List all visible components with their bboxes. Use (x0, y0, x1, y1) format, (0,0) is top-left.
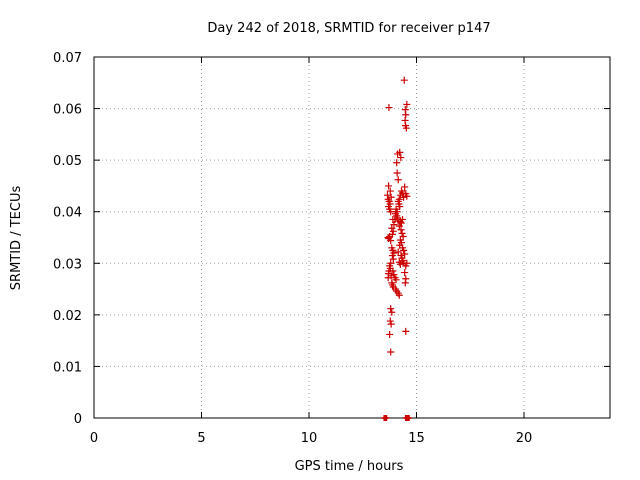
data-point (390, 221, 398, 229)
data-point (401, 279, 409, 287)
x-tick-label: 20 (516, 431, 533, 446)
y-axis-label: SRMTID / TECUs (9, 186, 24, 291)
data-point (397, 154, 405, 162)
data-point (385, 104, 393, 112)
x-axis-label: GPS time / hours (295, 459, 404, 474)
x-tick-label: 15 (408, 431, 425, 446)
data-point (399, 232, 407, 240)
data-point (400, 76, 408, 84)
data-point (386, 330, 394, 338)
data-point (401, 183, 409, 191)
data-point (387, 320, 395, 328)
data-point (402, 327, 410, 335)
data-point (393, 169, 401, 177)
data-point (390, 271, 398, 279)
data-point (387, 208, 395, 216)
data-point (398, 229, 406, 237)
y-tick-label: 0.03 (53, 257, 82, 272)
data-point (392, 276, 400, 284)
data-point (396, 148, 404, 156)
grid (94, 57, 610, 418)
data-point (397, 226, 405, 234)
data-point (399, 215, 407, 223)
data-point (393, 159, 401, 167)
y-tick-label: 0.02 (53, 309, 82, 324)
data-point (403, 100, 411, 108)
y-tick-label: 0 (74, 412, 82, 427)
data-point (388, 224, 396, 232)
data-point (384, 274, 392, 282)
data-point (389, 215, 397, 223)
data-point (388, 308, 396, 316)
data-point (389, 227, 397, 235)
zero-point (405, 415, 412, 421)
data-point (402, 124, 410, 132)
y-tick-label: 0.04 (53, 206, 82, 221)
data-point (403, 259, 411, 267)
data-point (396, 260, 404, 268)
y-tick-label: 0.07 (53, 51, 82, 66)
x-tick-label: 0 (90, 431, 98, 446)
data-point (388, 252, 396, 260)
zero-point (383, 415, 390, 421)
data-point (395, 222, 403, 230)
data-point (385, 182, 393, 190)
plot-frame (93, 56, 611, 419)
data-point (389, 255, 397, 263)
data-point (387, 348, 395, 356)
data-point (384, 234, 392, 241)
data-series (381, 76, 412, 421)
data-point (400, 246, 408, 254)
data-point (402, 111, 410, 119)
y-tick-label: 0.05 (53, 154, 82, 169)
data-point (383, 191, 391, 199)
data-point (387, 305, 395, 313)
y-tick-label: 0.01 (53, 360, 82, 375)
data-point (395, 291, 403, 299)
x-tick-label: 10 (301, 431, 318, 446)
data-point (401, 250, 409, 258)
x-tick-label: 5 (197, 431, 205, 446)
data-point (386, 187, 394, 195)
data-point (389, 267, 397, 275)
data-point (394, 176, 402, 184)
axes: 0 5 10 15 20 0 0.01 0.02 0.03 0.04 0.05 0.06 0.07 (53, 51, 610, 446)
data-point (401, 269, 409, 277)
data-point (394, 248, 402, 256)
data-point (396, 203, 404, 211)
data-point (386, 317, 394, 325)
y-tick-label: 0.06 (53, 103, 82, 118)
chart-title: Day 242 of 2018, SRMTID for receiver p14… (207, 21, 490, 36)
data-point (400, 193, 408, 201)
data-point (403, 192, 411, 200)
